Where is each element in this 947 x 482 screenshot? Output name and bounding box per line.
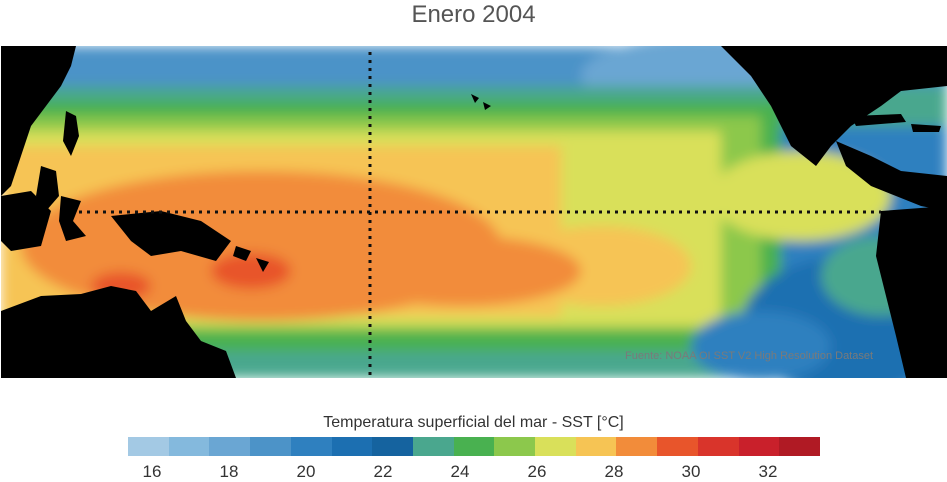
colorbar-segment [575, 437, 617, 456]
colorbar-segment [779, 437, 820, 456]
colorbar-ticks: 16 18 20 22 24 26 28 30 32 [0, 462, 947, 482]
colorbar-tick-label: 32 [758, 462, 778, 481]
colorbar-tick-label: 28 [604, 462, 624, 481]
colorbar-segment [412, 437, 454, 456]
colorbar-tick-label: 30 [681, 462, 701, 481]
colorbar-tick-label: 24 [450, 462, 470, 481]
source-note: Fuente: NOAA OI SST V2 High Resolution D… [625, 350, 874, 362]
colorbar-segment [290, 437, 332, 456]
colorbar-segment [697, 437, 739, 456]
colorbar-tick-label: 22 [373, 462, 393, 481]
colorbar-segment [128, 437, 169, 456]
colorbar-tick-label: 18 [219, 462, 239, 481]
colorbar-tick-label: 16 [142, 462, 162, 481]
colorbar-tick-label: 20 [296, 462, 316, 481]
colorbar-segment [331, 437, 373, 456]
map-title: Enero 2004 [411, 1, 536, 28]
colorbar-segment [168, 437, 210, 456]
colorbar-title: Temperatura superficial del mar - SST [°… [323, 414, 624, 431]
sst-map [1, 46, 947, 378]
colorbar [128, 437, 820, 456]
colorbar-tick-label: 26 [527, 462, 547, 481]
colorbar-segment [535, 437, 576, 456]
colorbar-segment [209, 437, 251, 456]
colorbar-segment [372, 437, 413, 456]
colorbar-segment [250, 437, 291, 456]
colorbar-segment [738, 437, 780, 456]
colorbar-segment [453, 437, 495, 456]
colorbar-segment [494, 437, 536, 456]
colorbar-segment [616, 437, 658, 456]
colorbar-segment [657, 437, 698, 456]
